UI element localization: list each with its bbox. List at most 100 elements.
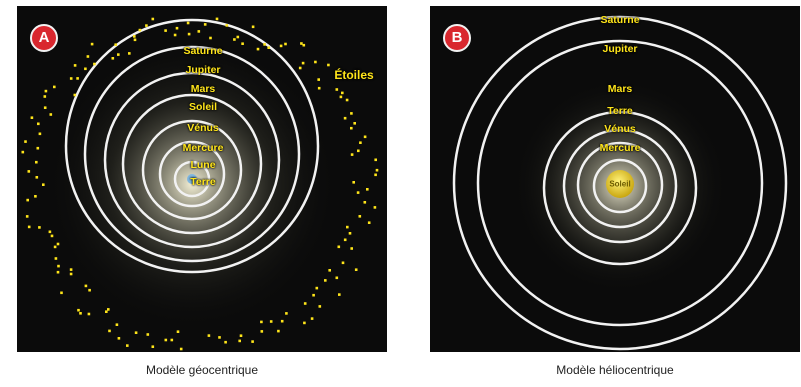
star-dot xyxy=(111,57,115,60)
label-venus-b: Vénus xyxy=(604,123,636,135)
star-dot xyxy=(69,272,73,276)
star-dot xyxy=(277,329,280,333)
star-dot xyxy=(84,67,87,71)
star-dot xyxy=(54,257,58,260)
label-terre: Terre xyxy=(190,176,216,188)
label-venus: Vénus xyxy=(187,122,219,134)
star-dot xyxy=(187,32,191,36)
star-dot xyxy=(337,245,341,249)
star-dot xyxy=(356,191,360,194)
star-dot xyxy=(363,135,367,139)
star-dot xyxy=(346,225,349,229)
star-dot xyxy=(339,95,343,99)
star-dot xyxy=(225,24,229,27)
label-terre-b: Terre xyxy=(607,105,633,117)
star-dot xyxy=(73,64,77,67)
star-dot xyxy=(53,245,57,249)
star-dot xyxy=(133,35,136,38)
star-dot xyxy=(56,242,60,246)
star-dot xyxy=(318,305,322,308)
star-dot xyxy=(69,268,73,271)
label-mars: Mars xyxy=(190,83,216,95)
star-dot xyxy=(27,170,31,173)
star-dot xyxy=(60,291,63,295)
star-dot xyxy=(48,230,52,234)
star-dot xyxy=(21,150,25,154)
star-dot xyxy=(335,88,339,91)
star-dot xyxy=(105,310,108,313)
star-dot xyxy=(37,122,40,126)
star-dot xyxy=(164,338,168,342)
star-dot xyxy=(203,23,207,26)
star-dot xyxy=(134,331,138,334)
star-dot xyxy=(38,226,41,229)
star-dot xyxy=(90,42,94,46)
star-dot xyxy=(69,77,73,80)
label-soleil: Soleil xyxy=(188,101,218,113)
star-dot xyxy=(251,340,254,343)
star-dot xyxy=(197,30,201,33)
star-dot xyxy=(38,132,42,136)
star-dot xyxy=(328,269,331,272)
earth-dot xyxy=(187,174,197,184)
star-dot xyxy=(151,17,155,21)
heliocentric-caption: Modèle héliocentrique xyxy=(556,363,674,377)
star-dot xyxy=(42,183,45,186)
star-dot xyxy=(348,232,352,235)
orbit-a-1 xyxy=(158,140,226,208)
star-dot xyxy=(269,320,273,323)
star-dot xyxy=(77,308,80,312)
label-sun-center: Soleil xyxy=(609,179,631,189)
star-dot xyxy=(350,153,354,156)
star-dot xyxy=(343,116,347,120)
label-saturne-b: Saturne xyxy=(600,14,640,26)
star-dot xyxy=(363,201,367,204)
star-dot xyxy=(186,21,190,25)
star-dot xyxy=(352,181,355,184)
star-dot xyxy=(128,52,131,55)
star-dot xyxy=(303,302,307,305)
star-dot xyxy=(173,33,177,37)
star-dot xyxy=(49,113,53,116)
star-dot xyxy=(145,24,148,27)
star-dot xyxy=(335,276,339,280)
star-dot xyxy=(314,60,317,64)
star-dot xyxy=(233,38,236,41)
star-dot xyxy=(73,93,77,97)
star-dot xyxy=(117,337,121,340)
orbit-a-0 xyxy=(173,160,211,198)
star-dot xyxy=(285,312,288,315)
star-dot xyxy=(133,38,137,42)
star-dot xyxy=(256,47,260,51)
star-dot xyxy=(375,168,379,172)
star-dot xyxy=(374,173,377,177)
star-dot xyxy=(359,141,362,144)
panel-a-badge: A xyxy=(30,24,58,52)
orbit-a-2 xyxy=(141,119,243,221)
orbit-b-0 xyxy=(592,158,648,214)
star-dot xyxy=(53,85,56,89)
star-dot xyxy=(93,62,96,66)
star-dot xyxy=(34,195,37,198)
geocentric-panel: A Étoiles Saturne Jupiter Mars Soleil Vé… xyxy=(17,6,387,352)
star-dot xyxy=(224,340,227,344)
star-dot xyxy=(350,112,353,115)
star-dot xyxy=(24,140,27,143)
orbit-b-1 xyxy=(576,141,664,229)
label-jupiter: Jupiter xyxy=(185,64,221,76)
star-dot xyxy=(79,312,82,315)
star-dot xyxy=(209,36,212,40)
star-dot xyxy=(260,320,263,324)
star-dot xyxy=(44,89,48,93)
star-dot xyxy=(35,176,39,179)
star-dot xyxy=(170,338,174,342)
star-dot xyxy=(366,188,369,191)
star-dot xyxy=(317,86,321,90)
star-dot xyxy=(279,44,283,48)
label-jupiter-b: Jupiter xyxy=(602,43,638,55)
label-mercure: Mercure xyxy=(182,142,224,154)
star-dot xyxy=(151,345,155,348)
star-dot xyxy=(57,264,60,268)
orbit-b-2 xyxy=(562,128,678,244)
label-lune: Lune xyxy=(190,159,216,171)
